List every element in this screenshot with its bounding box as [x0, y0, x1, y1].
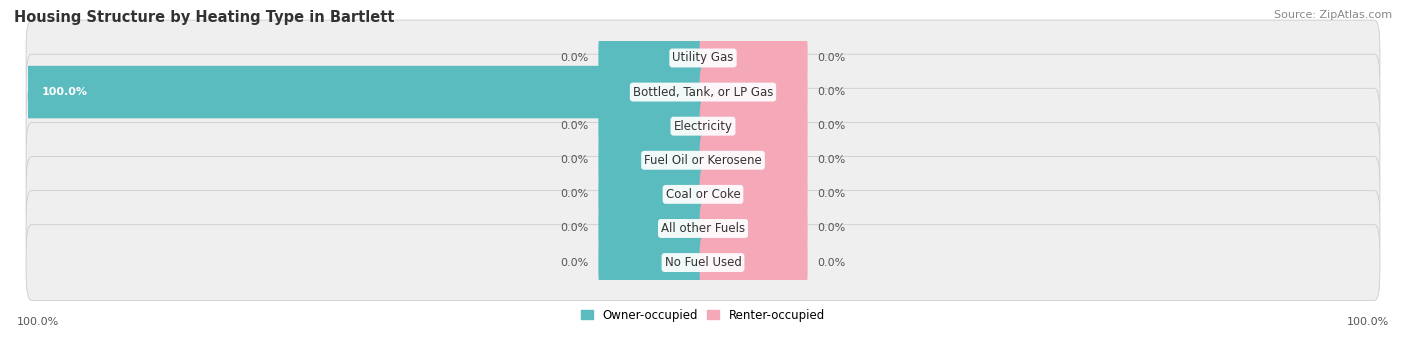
Text: Coal or Coke: Coal or Coke	[665, 188, 741, 201]
FancyBboxPatch shape	[700, 66, 807, 118]
FancyBboxPatch shape	[700, 32, 807, 84]
Text: No Fuel Used: No Fuel Used	[665, 256, 741, 269]
Text: 0.0%: 0.0%	[818, 257, 846, 268]
FancyBboxPatch shape	[599, 100, 706, 152]
FancyBboxPatch shape	[700, 202, 807, 255]
FancyBboxPatch shape	[27, 20, 1379, 96]
FancyBboxPatch shape	[27, 157, 1379, 232]
FancyBboxPatch shape	[599, 202, 706, 255]
FancyBboxPatch shape	[700, 100, 807, 152]
Text: 0.0%: 0.0%	[818, 53, 846, 63]
Text: 0.0%: 0.0%	[560, 189, 588, 199]
Text: All other Fuels: All other Fuels	[661, 222, 745, 235]
FancyBboxPatch shape	[700, 134, 807, 187]
Text: 0.0%: 0.0%	[560, 257, 588, 268]
Text: Utility Gas: Utility Gas	[672, 51, 734, 64]
Text: 0.0%: 0.0%	[818, 189, 846, 199]
Text: 0.0%: 0.0%	[818, 155, 846, 165]
Text: 0.0%: 0.0%	[818, 223, 846, 234]
Text: 0.0%: 0.0%	[560, 121, 588, 131]
Text: 0.0%: 0.0%	[560, 223, 588, 234]
Text: Fuel Oil or Kerosene: Fuel Oil or Kerosene	[644, 154, 762, 167]
Text: 0.0%: 0.0%	[560, 155, 588, 165]
FancyBboxPatch shape	[700, 168, 807, 221]
Text: Bottled, Tank, or LP Gas: Bottled, Tank, or LP Gas	[633, 86, 773, 99]
Text: Electricity: Electricity	[673, 120, 733, 133]
Text: 100.0%: 100.0%	[42, 87, 87, 97]
Text: 0.0%: 0.0%	[818, 87, 846, 97]
FancyBboxPatch shape	[25, 66, 706, 118]
FancyBboxPatch shape	[27, 54, 1379, 130]
Text: 0.0%: 0.0%	[818, 121, 846, 131]
FancyBboxPatch shape	[599, 134, 706, 187]
Text: 100.0%: 100.0%	[17, 317, 59, 327]
FancyBboxPatch shape	[599, 168, 706, 221]
FancyBboxPatch shape	[599, 32, 706, 84]
Text: Source: ZipAtlas.com: Source: ZipAtlas.com	[1274, 10, 1392, 20]
FancyBboxPatch shape	[27, 122, 1379, 198]
Text: Housing Structure by Heating Type in Bartlett: Housing Structure by Heating Type in Bar…	[14, 10, 395, 25]
Text: 100.0%: 100.0%	[1347, 317, 1389, 327]
FancyBboxPatch shape	[599, 236, 706, 289]
FancyBboxPatch shape	[700, 236, 807, 289]
FancyBboxPatch shape	[27, 225, 1379, 300]
Legend: Owner-occupied, Renter-occupied: Owner-occupied, Renter-occupied	[576, 304, 830, 326]
Text: 0.0%: 0.0%	[560, 53, 588, 63]
FancyBboxPatch shape	[27, 88, 1379, 164]
FancyBboxPatch shape	[27, 191, 1379, 266]
